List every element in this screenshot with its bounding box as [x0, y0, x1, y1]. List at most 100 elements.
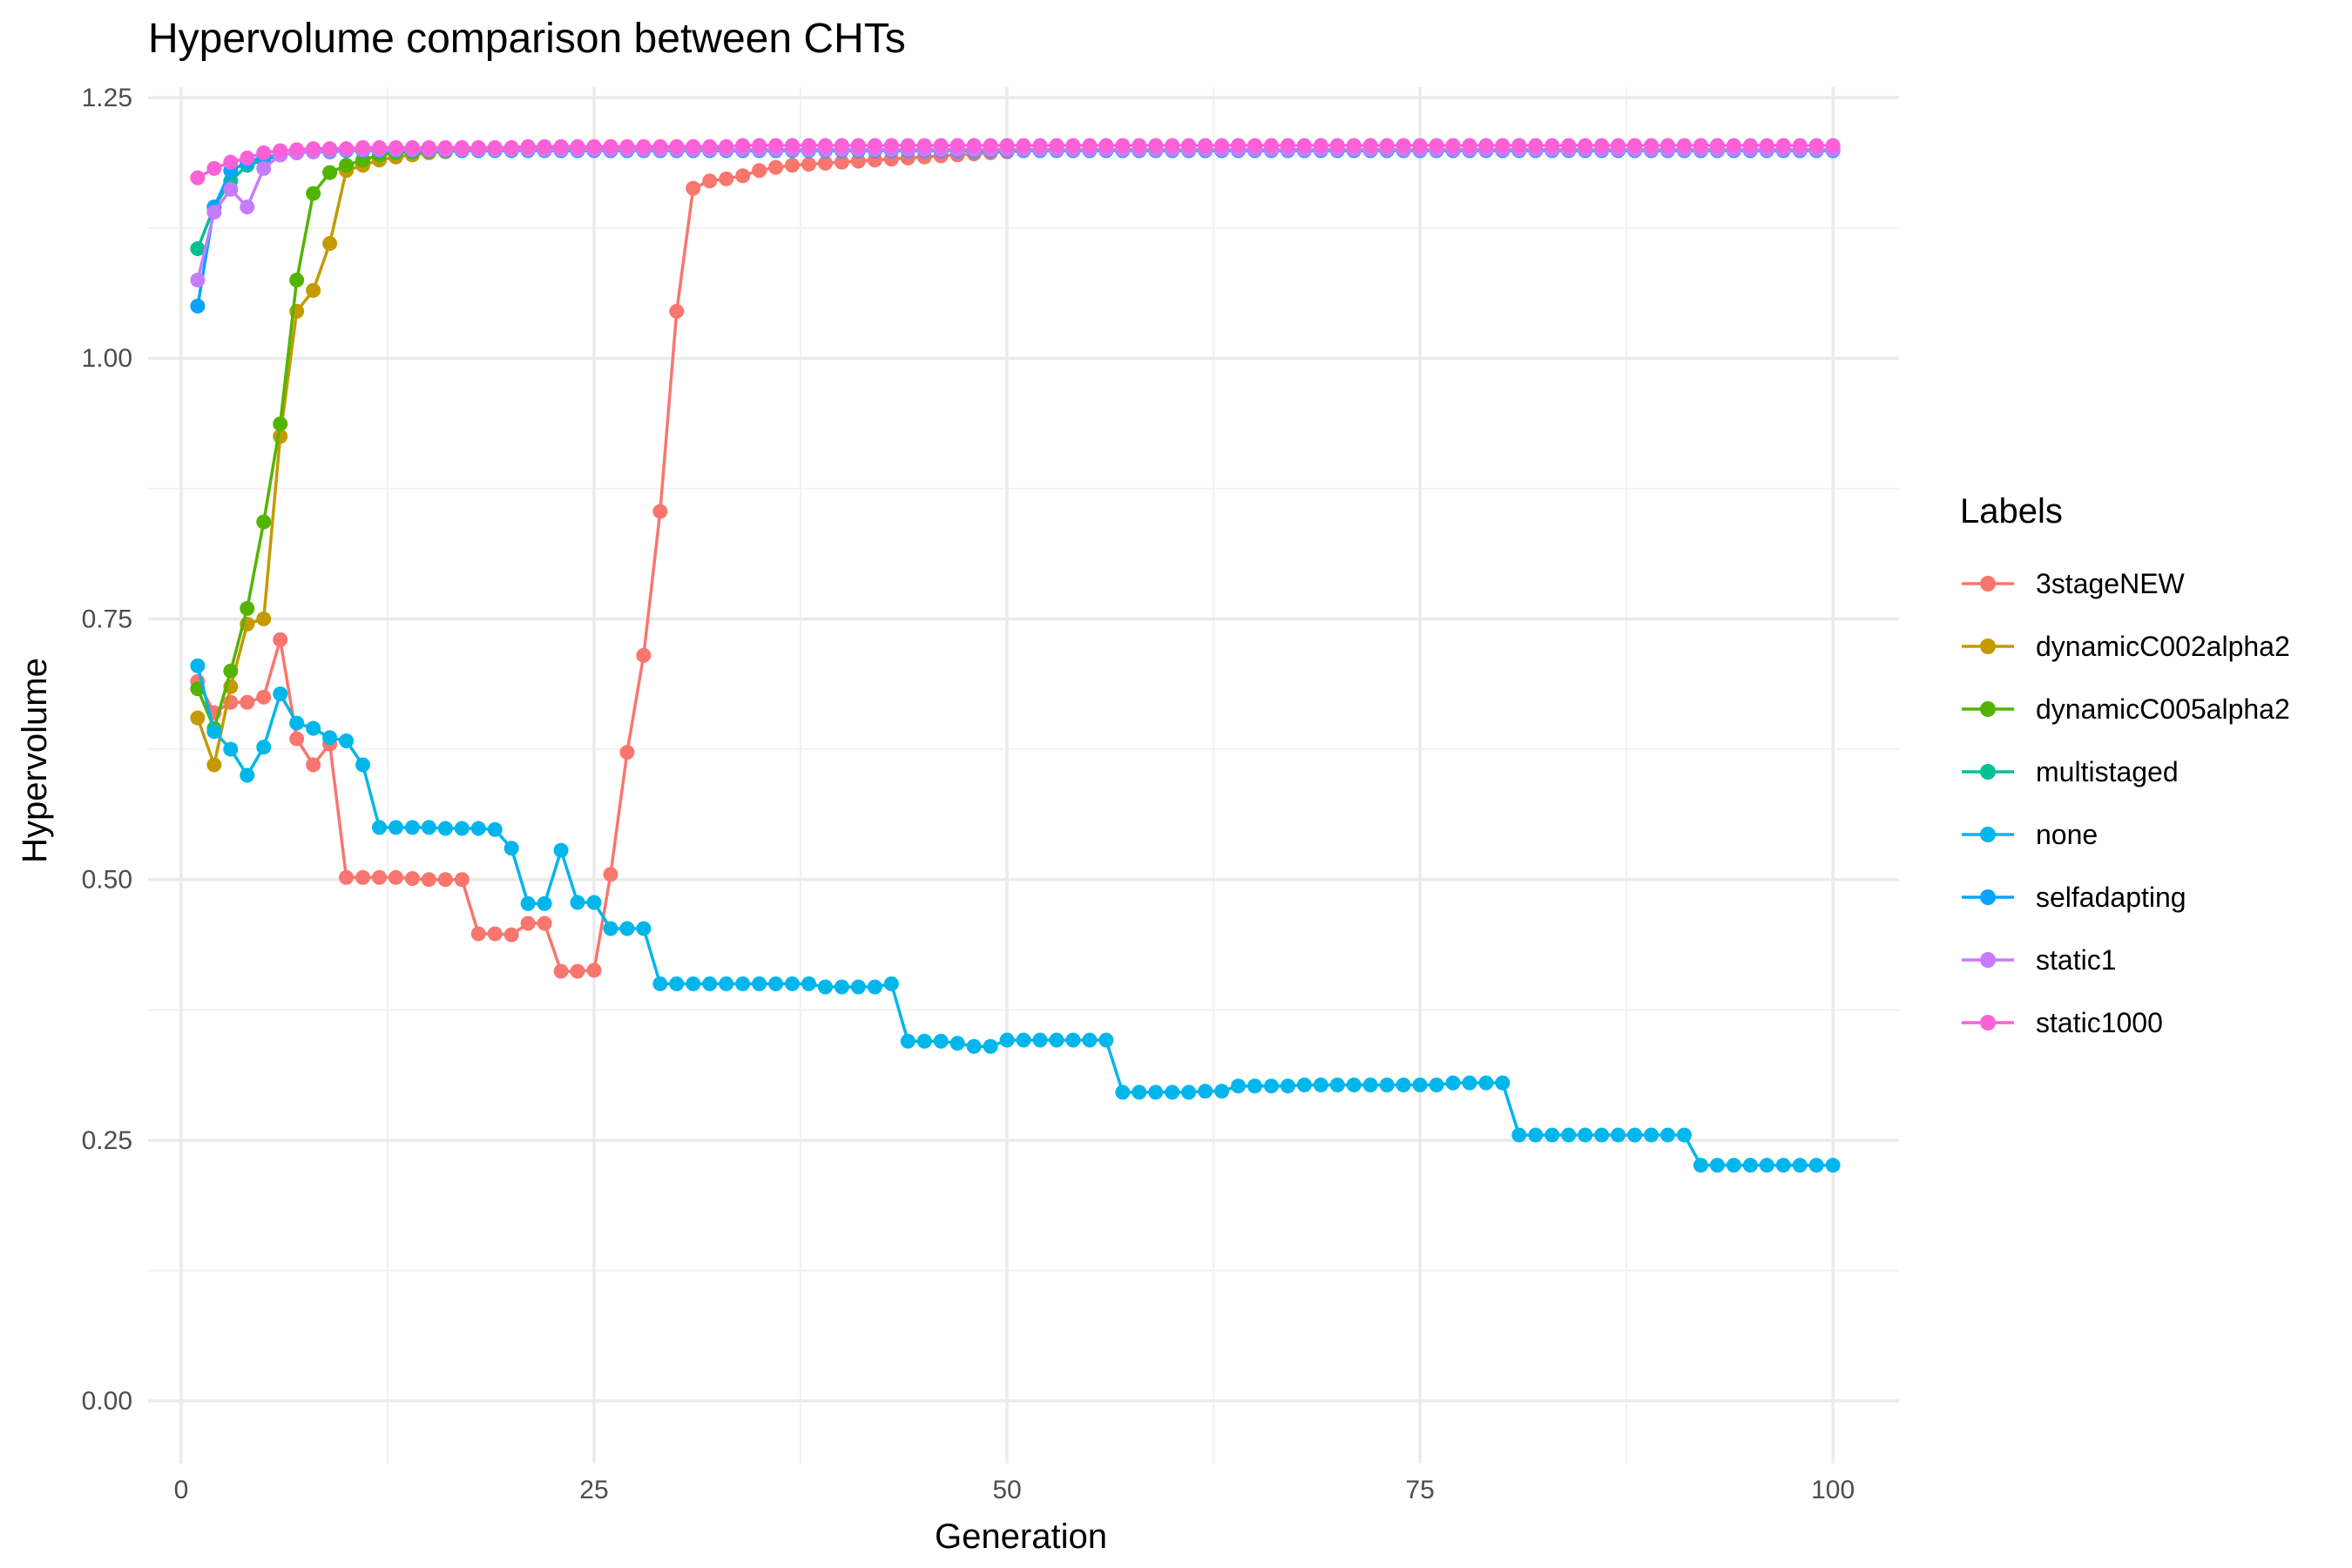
- data-point: [966, 1038, 982, 1054]
- data-point: [636, 647, 652, 663]
- data-point: [190, 272, 206, 287]
- data-point: [636, 139, 652, 154]
- legend-key-point: [1980, 1015, 1996, 1031]
- legend-label: static1000: [2036, 1007, 2163, 1038]
- data-point: [240, 600, 255, 616]
- data-point: [603, 139, 618, 154]
- data-point: [1032, 1032, 1048, 1048]
- y-tick-label: 1.00: [82, 344, 132, 373]
- data-point: [1362, 138, 1378, 153]
- legend-key-point: [1980, 639, 1996, 654]
- data-point: [785, 158, 801, 173]
- data-point: [867, 138, 882, 153]
- data-point: [1627, 138, 1643, 153]
- data-point: [785, 976, 801, 991]
- data-point: [1412, 1078, 1428, 1092]
- data-point: [1165, 1085, 1180, 1100]
- data-point: [619, 139, 635, 154]
- data-point: [850, 138, 866, 153]
- data-point: [322, 236, 338, 252]
- data-point: [1263, 138, 1279, 153]
- data-point: [1528, 138, 1544, 153]
- series-none: [190, 658, 1841, 1173]
- data-point: [1181, 1085, 1197, 1100]
- data-point: [669, 976, 685, 991]
- legend-item: dynamicC005alpha2: [1962, 693, 2290, 725]
- data-point: [719, 171, 734, 186]
- data-point: [719, 139, 734, 154]
- data-point: [1231, 1078, 1247, 1094]
- data-point: [1462, 1075, 1477, 1091]
- data-point: [487, 139, 503, 155]
- data-point: [322, 165, 338, 180]
- series-static1000: [190, 138, 1841, 186]
- series-static1: [190, 142, 1841, 287]
- data-point: [371, 139, 387, 155]
- data-point: [454, 872, 470, 888]
- legend-label: 3stageNEW: [2036, 568, 2186, 599]
- data-point: [1693, 1158, 1708, 1173]
- data-point: [1775, 1158, 1791, 1173]
- data-point: [404, 139, 420, 155]
- data-point: [421, 139, 436, 155]
- x-tick-label: 75: [1405, 1476, 1434, 1504]
- data-point: [437, 872, 453, 888]
- data-point: [817, 155, 833, 171]
- y-tick-label: 0.75: [82, 605, 132, 633]
- data-point: [1247, 1078, 1262, 1094]
- data-point: [1396, 1078, 1411, 1092]
- data-point: [520, 896, 536, 911]
- data-point: [801, 138, 816, 153]
- data-point: [223, 181, 239, 197]
- data-point: [355, 869, 371, 885]
- data-point: [1495, 138, 1511, 153]
- data-point: [1445, 1075, 1461, 1091]
- series-line: [196, 148, 1834, 250]
- data-point: [1313, 1078, 1328, 1092]
- data-point: [1132, 138, 1147, 153]
- data-point: [1016, 1032, 1031, 1048]
- data-point: [752, 976, 767, 991]
- data-point: [1726, 1158, 1741, 1173]
- data-point: [834, 138, 849, 153]
- data-point: [1693, 138, 1708, 153]
- y-tick-label: 0.25: [82, 1126, 132, 1155]
- series-line: [197, 144, 1834, 179]
- data-point: [421, 820, 436, 835]
- data-point: [306, 757, 321, 773]
- data-point: [1792, 138, 1808, 153]
- data-point: [570, 963, 585, 979]
- data-point: [1561, 138, 1577, 153]
- data-point: [1561, 1127, 1577, 1143]
- data-point: [586, 139, 602, 154]
- data-point: [1181, 138, 1197, 153]
- data-point: [273, 686, 288, 702]
- data-point: [652, 976, 668, 991]
- data-point: [1742, 138, 1758, 153]
- data-point: [1082, 138, 1098, 153]
- x-tick-label: 25: [579, 1476, 608, 1504]
- data-point: [1346, 138, 1362, 153]
- data-point: [223, 741, 239, 757]
- data-point: [1049, 138, 1064, 153]
- data-point: [355, 139, 371, 155]
- data-point: [470, 926, 486, 942]
- data-point: [1445, 138, 1461, 153]
- data-point: [388, 869, 403, 885]
- data-point: [273, 632, 288, 647]
- data-point: [355, 757, 371, 773]
- data-point: [916, 1033, 932, 1049]
- data-point: [752, 138, 767, 153]
- data-point: [652, 504, 668, 519]
- data-point: [504, 841, 519, 856]
- data-point: [669, 303, 685, 319]
- data-point: [619, 921, 635, 936]
- data-point: [619, 745, 635, 760]
- data-point: [553, 963, 569, 979]
- data-point: [404, 871, 420, 886]
- data-point: [1644, 138, 1659, 153]
- series-line: [196, 148, 1834, 280]
- data-point: [553, 139, 569, 154]
- data-point: [273, 416, 288, 432]
- series-line: [196, 148, 1834, 730]
